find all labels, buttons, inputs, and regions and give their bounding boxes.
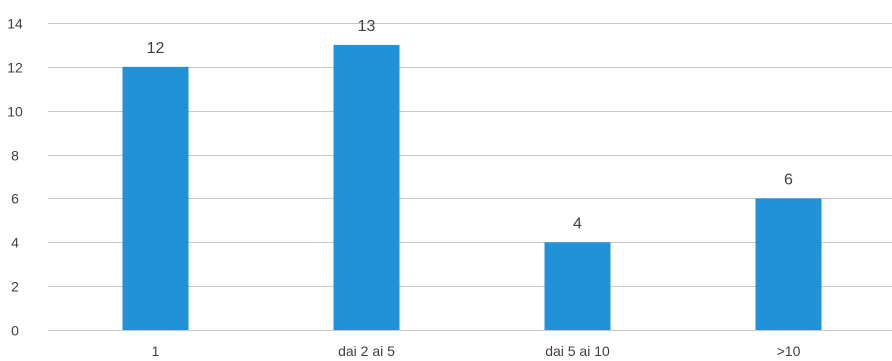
y-tick-label: 6 (11, 191, 19, 207)
y-tick-label: 10 (7, 104, 23, 120)
y-tick-label: 14 (7, 16, 23, 32)
y-tick-label: 4 (11, 235, 19, 251)
bar-0 (122, 66, 189, 330)
gridlines (48, 23, 892, 331)
x-category-label: dai 2 ai 5 (338, 343, 395, 359)
data-label: 13 (358, 18, 376, 35)
data-label: 6 (784, 171, 793, 188)
x-category-label: >10 (777, 343, 801, 359)
x-category-label: dai 5 ai 10 (545, 343, 610, 359)
bar-1 (333, 44, 400, 331)
bar-2 (544, 242, 611, 330)
x-category-label: 1 (152, 343, 160, 359)
data-label: 12 (147, 40, 165, 57)
data-label: 4 (573, 215, 582, 232)
data-labels: 12 13 4 6 (147, 18, 793, 232)
y-tick-label: 0 (11, 323, 19, 339)
y-tick-label: 12 (7, 60, 23, 76)
bars (122, 44, 822, 331)
y-axis-tick-labels: 0 2 4 6 8 10 12 14 (7, 16, 23, 339)
y-tick-label: 2 (11, 279, 19, 295)
x-axis-category-labels: 1 dai 2 ai 5 dai 5 ai 10 >10 (152, 343, 801, 359)
bar-3 (755, 198, 822, 330)
y-tick-label: 8 (11, 148, 19, 164)
